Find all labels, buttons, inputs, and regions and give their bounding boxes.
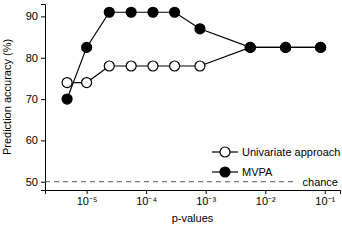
x-tick: 10⁻⁴ [136,190,157,207]
series-marker [245,42,255,52]
x-tick-mark [206,190,207,194]
x-tick-label: 10⁻² [256,195,276,207]
series-marker [195,24,205,34]
x-tick: 10⁻⁵ [77,190,98,207]
y-tick: 50 [26,176,45,188]
x-axis: 10⁻⁵ 10⁻⁴ 10⁻³ 10⁻² 10⁻¹ [46,190,341,207]
legend-marker [220,167,230,177]
series-marker [170,7,180,17]
y-tick-label: 90 [26,10,38,22]
y-tick-mark [41,182,45,183]
series-marker [316,42,326,52]
series-marker [82,42,92,52]
series-marker [195,61,205,71]
series-marker [82,78,92,88]
y-tick-label: 60 [26,134,38,146]
series-marker [281,42,291,52]
series-marker [245,42,255,52]
series-marker [104,7,114,17]
series-marker [62,94,72,104]
series-marker [126,7,136,17]
y-tick-mark [41,99,45,100]
legend-label: MVPA [242,166,273,178]
x-axis-line [46,191,341,195]
y-tick-mark [41,16,45,17]
y-tick: 70 [26,93,45,105]
y-tick-label: 70 [26,93,38,105]
series-marker [126,61,136,71]
x-tick-label: 10⁻³ [196,195,216,207]
series-marker [104,61,114,71]
series-marker [316,42,326,52]
series-line [67,12,321,99]
y-tick-label: 80 [26,52,38,64]
series-marker [170,61,180,71]
annotation-text: chance [303,176,338,188]
x-axis-title: p-values [172,212,214,224]
x-tick-mark [146,190,147,194]
x-tick-mark [87,190,88,194]
series-marker [281,42,291,52]
x-tick: 10⁻³ [196,190,216,207]
legend-item: MVPA [212,166,273,178]
legend-item: Univariate approach [212,146,340,158]
chart: 10⁻⁵ 10⁻⁴ 10⁻³ 10⁻² 10⁻¹ 50 60 70 80 90 p-values Pr… [0,0,342,226]
x-tick-label: 10⁻¹ [315,195,335,207]
reference-line [45,181,296,182]
legend-label: Univariate approach [242,146,340,158]
y-tick: 60 [26,134,45,146]
y-axis-title: Prediction accuracy (%) [1,39,13,155]
x-tick: 10⁻² [256,190,276,207]
y-tick-label: 50 [26,176,38,188]
series-marker [148,7,158,17]
x-tick-mark [265,190,266,194]
series-marker [62,78,72,88]
x-tick-label: 10⁻⁴ [136,195,157,207]
y-tick: 90 [26,10,45,22]
y-axis: 50 60 70 80 90 [26,5,46,191]
y-axis-line [41,5,46,191]
x-tick-label: 10⁻⁵ [77,195,98,207]
series-marker [148,61,158,71]
x-tick-mark [325,190,326,194]
x-tick: 10⁻¹ [315,190,335,207]
y-tick-mark [41,58,45,59]
legend-marker [220,147,230,157]
series-line [67,47,321,82]
y-tick-mark [41,140,45,141]
y-tick: 80 [26,52,45,64]
legend: Univariate approach MVPA [212,146,340,178]
